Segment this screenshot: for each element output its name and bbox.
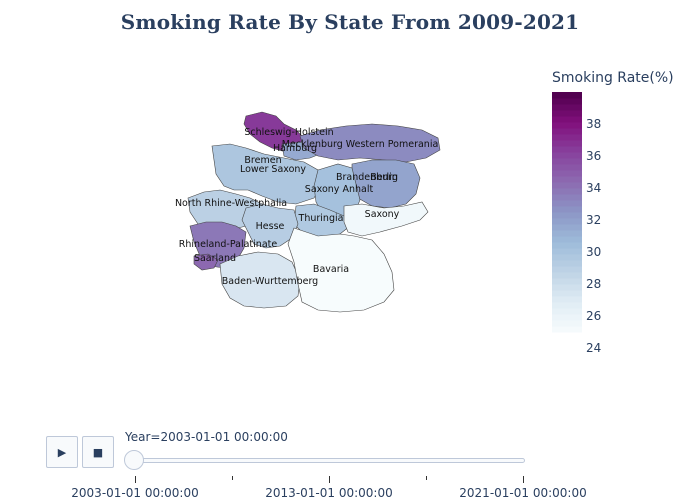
region-mecklenburg-western-pomerania[interactable] — [299, 123, 441, 163]
slider-current-value: Year=2003-01-01 00:00:00 — [125, 430, 288, 444]
colorbar-segment — [552, 146, 582, 153]
region-saxony[interactable] — [343, 201, 429, 237]
colorbar-segment — [552, 224, 582, 231]
slider-tick-label[interactable]: 2003-01-01 00:00:00 — [71, 486, 199, 500]
slider-tick-label[interactable]: 2013-01-01 00:00:00 — [265, 486, 393, 500]
colorbar-segment — [552, 236, 582, 243]
colorbar: 24 26 28 30 32 34 36 38 — [552, 92, 601, 355]
colorbar-segment — [552, 296, 582, 303]
colorbar-segment — [552, 134, 582, 141]
colorbar-segment — [552, 302, 582, 309]
slider-tick — [426, 476, 427, 480]
colorbar-segment — [552, 284, 582, 291]
colorbar-tick-label: 26 — [586, 309, 601, 323]
play-button[interactable]: ▶ — [46, 436, 78, 468]
slider-tick — [135, 476, 136, 483]
colorbar-segment — [552, 170, 582, 177]
colorbar-segment — [552, 326, 582, 333]
colorbar-segment — [552, 152, 582, 159]
colorbar-segment — [552, 314, 582, 321]
region-label-schleswig-holstein: Schleswig-Holstein — [244, 127, 333, 138]
colorbar-title: Smoking Rate(%) — [552, 70, 674, 86]
slider-track[interactable] — [133, 458, 525, 463]
region-label-baden-wurttemberg: Baden-Wurttemberg — [222, 276, 318, 287]
colorbar-tick-label: 34 — [586, 181, 601, 195]
region-label-brandenburg: Brandenburg — [336, 172, 398, 183]
colorbar-segment — [552, 320, 582, 327]
colorbar-segment — [552, 218, 582, 225]
region-label-north-rhine-westphalia: North Rhine-Westphalia — [175, 198, 287, 209]
region-label-rhineland-palatinate: Rhineland-Palatinate — [179, 239, 278, 250]
colorbar-segment — [552, 206, 582, 213]
colorbar-segment — [552, 140, 582, 147]
region-label-saxony-anhalt: Saxony Anhalt — [305, 184, 374, 195]
colorbar-segment — [552, 182, 582, 189]
colorbar-segment — [552, 254, 582, 261]
slider-handle[interactable] — [124, 450, 144, 470]
region-label-lower-saxony: Lower Saxony — [240, 164, 306, 175]
colorbar-segment — [552, 278, 582, 285]
colorbar-segment — [552, 110, 582, 117]
region-label-berlin: Berlin — [370, 172, 398, 183]
colorbar-segment — [552, 92, 582, 99]
colorbar-segment — [552, 164, 582, 171]
colorbar-tick-label: 28 — [586, 277, 601, 291]
colorbar-segment — [552, 242, 582, 249]
region-hesse[interactable] — [241, 203, 299, 249]
region-label-thuringia: Thuringia — [298, 213, 344, 224]
region-label-hamburg: Hamburg — [273, 143, 317, 154]
colorbar-segment — [552, 122, 582, 129]
colorbar-tick-label: 32 — [586, 213, 601, 227]
slider-tick — [232, 476, 233, 480]
colorbar-segment — [552, 272, 582, 279]
slider-tick — [523, 476, 524, 483]
colorbar-segment — [552, 266, 582, 273]
region-label-hesse: Hesse — [256, 221, 285, 232]
region-baden-wurttemberg[interactable] — [219, 251, 301, 309]
region-label-bavaria: Bavaria — [313, 264, 349, 275]
stop-button[interactable]: ■ — [82, 436, 114, 468]
region-label-saarland: Saarland — [194, 253, 236, 264]
colorbar-segment — [552, 200, 582, 207]
colorbar-tick-label: 24 — [586, 341, 601, 355]
region-label-saxony: Saxony — [365, 209, 400, 220]
colorbar-tick-label: 38 — [586, 117, 601, 131]
region-saarland[interactable] — [193, 253, 219, 271]
colorbar-segment — [552, 158, 582, 165]
slider-tick-label[interactable]: 2021-01-01 00:00:00 — [459, 486, 587, 500]
colorbar-segment — [552, 98, 582, 105]
colorbar-segment — [552, 128, 582, 135]
colorbar-segment — [552, 248, 582, 255]
play-icon: ▶ — [57, 445, 67, 459]
colorbar-segment — [552, 116, 582, 123]
region-thuringia[interactable] — [293, 203, 351, 239]
region-label-mecklenburg-western-pomerania: Mecklenburg Western Pomerania — [282, 139, 439, 150]
colorbar-tick-label: 30 — [586, 245, 601, 259]
region-bavaria[interactable] — [287, 227, 395, 313]
colorbar-segment — [552, 188, 582, 195]
colorbar-segment — [552, 176, 582, 183]
colorbar-segment — [552, 230, 582, 237]
chart-title: Smoking Rate By State From 2009-2021 — [120, 10, 580, 34]
colorbar-segment — [552, 194, 582, 201]
colorbar-segment — [552, 260, 582, 267]
colorbar-tick-label: 36 — [586, 149, 601, 163]
colorbar-segment — [552, 104, 582, 111]
region-lower-saxony[interactable] — [211, 143, 323, 205]
stop-icon: ■ — [92, 445, 104, 459]
region-label-bremen: Bremen — [244, 155, 281, 166]
slider-tick — [329, 476, 330, 483]
colorbar-segment — [552, 308, 582, 315]
colorbar-segment — [552, 290, 582, 297]
colorbar-segment — [552, 212, 582, 219]
